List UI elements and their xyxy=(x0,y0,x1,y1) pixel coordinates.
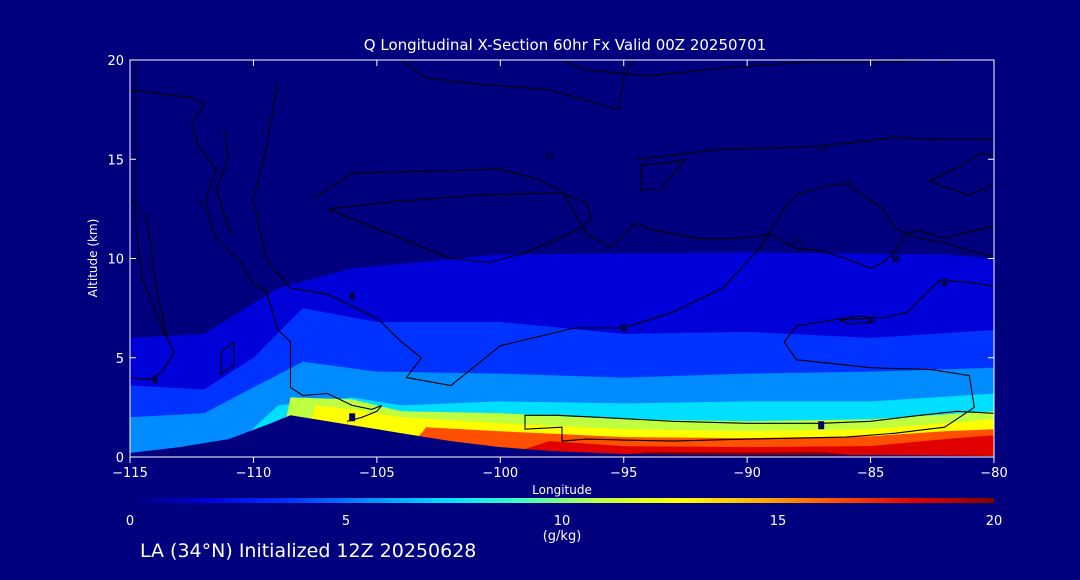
contour-line-12 xyxy=(636,136,994,160)
contour-line-5 xyxy=(312,168,994,270)
x-tick-label: −95 xyxy=(610,466,637,481)
contour-label-9: 6 xyxy=(621,324,626,333)
contour-label-5: 10 xyxy=(791,237,801,246)
colorbar-tick-label: 5 xyxy=(342,514,350,529)
contour-label-bg-10 xyxy=(867,316,874,325)
contour-label-1: 16 xyxy=(545,151,555,160)
colorbar-tick-label: 0 xyxy=(126,514,134,529)
contour-line-6 xyxy=(327,192,593,264)
x-tick-label: −80 xyxy=(980,466,1007,481)
contour-line-8 xyxy=(130,198,168,339)
x-tick-label: −115 xyxy=(112,466,148,481)
contour-label-3: 14 xyxy=(841,179,851,188)
colorbar-bar xyxy=(130,498,994,503)
x-tick-label: −105 xyxy=(359,466,395,481)
contour-line-7 xyxy=(215,129,235,234)
contour-label-bg-2 xyxy=(818,143,825,152)
contour-label-bg-7 xyxy=(349,292,356,301)
x-tick-label: −110 xyxy=(236,466,272,481)
contour-label-bg-1 xyxy=(546,151,553,160)
contour-line-13 xyxy=(524,279,994,442)
contour-line-2 xyxy=(130,89,383,422)
contour-label-8: 8 xyxy=(942,278,947,287)
chart-title: Q Longitudinal X-Section 60hr Fx Valid 0… xyxy=(364,36,766,54)
y-tick-label: 5 xyxy=(116,352,124,367)
contour-label-bg-11 xyxy=(151,375,158,384)
contour-label-6: 10 xyxy=(890,255,900,264)
x-tick-label: −85 xyxy=(857,466,884,481)
contour-label-12: 2 xyxy=(350,413,355,422)
contour-line-3 xyxy=(252,83,994,387)
contour-label-bg-12 xyxy=(349,413,356,422)
footer-caption: LA (34°N) Initialized 12Z 20250628 xyxy=(140,540,477,562)
terrain xyxy=(130,415,994,457)
y-tick-label: 15 xyxy=(107,153,124,168)
contour-label-bg-4 xyxy=(201,198,208,207)
q-band-17 xyxy=(500,435,994,457)
contour-label-bg-6 xyxy=(892,254,899,263)
contour-label-bg-8 xyxy=(941,278,948,287)
colorbar-tick-label: 20 xyxy=(986,514,1003,529)
contour-label-10: 6 xyxy=(868,316,873,325)
contour-label-bg-14 xyxy=(941,60,948,64)
contour-label-13: 2 xyxy=(819,421,824,430)
y-axis-label: Altitude (km) xyxy=(86,219,100,298)
plot-area: 16 16 14 12 10 10 8 8 6 6 4 2 2 20 xyxy=(130,56,994,457)
contour-label-2: 16 xyxy=(816,143,826,152)
contour-line-4 xyxy=(401,60,635,111)
x-tick-label: −90 xyxy=(733,466,760,481)
contour-label-bg-3 xyxy=(842,179,849,188)
contour-label-bg-9 xyxy=(620,323,627,332)
x-tick-label: −100 xyxy=(482,466,518,481)
contour-label-7: 8 xyxy=(350,292,355,301)
contour-line-9 xyxy=(640,158,686,192)
contour-line-15 xyxy=(220,341,235,375)
contour-line-10 xyxy=(928,152,994,196)
colorbar-tick-label: 15 xyxy=(770,514,787,529)
colorbar: 0 5 10 15 20 xyxy=(126,498,1002,529)
y-tick-label: 0 xyxy=(116,451,124,466)
colorbar-unit-label: (g/kg) xyxy=(543,529,582,544)
y-tick-label: 20 xyxy=(107,54,124,69)
colorbar-tick-label: 10 xyxy=(554,514,571,529)
y-tick-label: 10 xyxy=(107,253,124,268)
contour-label-14: 20 xyxy=(940,56,950,65)
contour-label-11: 4 xyxy=(152,376,157,385)
contour-label-bg-13 xyxy=(818,421,825,430)
contour-label-bg-5 xyxy=(793,236,800,245)
contour-label-4: 12 xyxy=(199,199,209,208)
axes: −115 −110 −105 −100 −95 −90 −85 −80 0 5 10 15 20 xyxy=(107,54,1007,481)
contour-line-14 xyxy=(838,317,876,325)
x-axis-label: Longitude xyxy=(532,483,592,497)
